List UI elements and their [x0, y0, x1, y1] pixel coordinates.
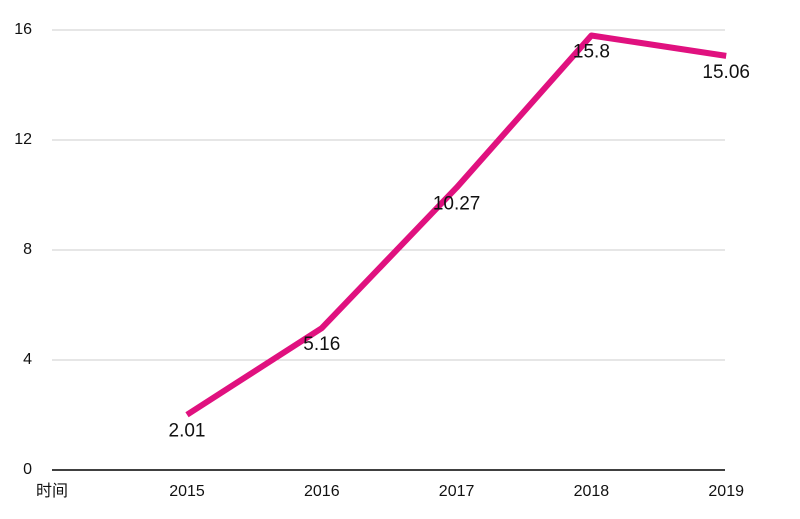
- data-label: 15.8: [573, 42, 610, 63]
- y-tick-label: 16: [14, 21, 32, 38]
- x-tick-label: 2015: [169, 483, 205, 500]
- x-tick-label: 2018: [574, 483, 610, 500]
- x-tick-label: 2016: [304, 483, 340, 500]
- data-label: 2.01: [169, 421, 206, 442]
- y-tick-label: 8: [23, 241, 32, 258]
- y-tick-label: 0: [23, 461, 32, 478]
- x-tick-label: 2017: [439, 483, 475, 500]
- line-series: [185, 32, 727, 418]
- y-tick-label: 12: [14, 131, 32, 148]
- data-label: 10.27: [433, 194, 481, 215]
- y-tick-label: 4: [23, 351, 32, 368]
- x-axis-label: 时间: [36, 482, 68, 500]
- x-tick-label: 2019: [708, 483, 744, 500]
- data-label: 5.16: [303, 334, 340, 355]
- data-label: 15.06: [702, 62, 750, 83]
